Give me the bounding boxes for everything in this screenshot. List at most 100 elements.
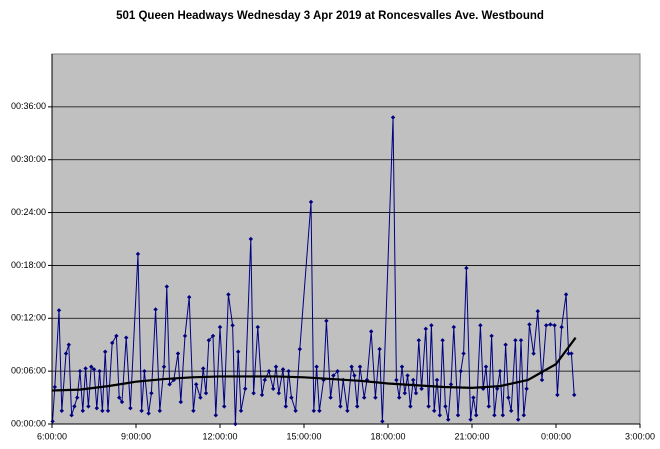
data-point bbox=[236, 349, 241, 354]
chart-title: 501 Queen Headways Wednesday 3 Apr 2019 … bbox=[116, 10, 544, 22]
data-point bbox=[297, 346, 302, 352]
y-tick-label: 00:30:00 bbox=[11, 154, 46, 164]
data-point bbox=[103, 349, 108, 354]
data-point bbox=[97, 368, 102, 374]
data-point bbox=[355, 404, 360, 409]
data-point bbox=[509, 408, 514, 413]
data-point bbox=[206, 338, 211, 343]
data-point bbox=[377, 346, 382, 352]
data-point bbox=[157, 408, 162, 413]
data-point bbox=[464, 265, 469, 271]
data-point bbox=[175, 351, 181, 356]
data-point bbox=[483, 364, 489, 369]
data-point bbox=[226, 292, 231, 297]
data-point bbox=[243, 386, 248, 391]
data-point bbox=[72, 404, 77, 409]
data-point bbox=[198, 395, 203, 400]
data-point bbox=[273, 364, 279, 369]
data-point bbox=[448, 382, 454, 387]
data-point bbox=[455, 412, 461, 418]
y-tick-label: 00:18:00 bbox=[11, 260, 46, 270]
data-point bbox=[314, 364, 319, 369]
data-point bbox=[458, 368, 463, 374]
y-tick-label: 00:24:00 bbox=[11, 207, 46, 217]
data-point bbox=[548, 322, 553, 327]
data-point bbox=[486, 404, 491, 409]
data-point bbox=[276, 390, 281, 396]
data-point bbox=[335, 368, 340, 374]
data-point bbox=[124, 335, 129, 340]
data-point bbox=[369, 329, 374, 334]
y-tick-label: 00:06:00 bbox=[11, 366, 46, 376]
data-point bbox=[357, 364, 363, 369]
data-point bbox=[495, 386, 500, 391]
data-point bbox=[566, 351, 571, 356]
data-point bbox=[518, 338, 524, 343]
data-point bbox=[461, 351, 466, 356]
data-point bbox=[86, 404, 91, 409]
data-point bbox=[213, 412, 218, 418]
data-point bbox=[194, 382, 199, 387]
data-point bbox=[527, 322, 532, 327]
data-point bbox=[222, 404, 227, 409]
data-point bbox=[230, 323, 235, 328]
data-point bbox=[324, 318, 329, 324]
data-point bbox=[167, 382, 172, 387]
x-tick-label: 0:00:00 bbox=[541, 431, 571, 441]
data-point bbox=[69, 412, 74, 418]
data-point bbox=[419, 386, 424, 391]
data-point bbox=[114, 333, 119, 339]
data-point bbox=[402, 390, 407, 396]
data-point bbox=[411, 377, 416, 383]
data-point bbox=[506, 395, 511, 400]
data-point bbox=[117, 395, 122, 400]
data-point bbox=[91, 367, 97, 372]
data-point bbox=[563, 292, 569, 297]
data-point bbox=[429, 323, 434, 328]
data-point bbox=[373, 395, 378, 400]
data-point bbox=[399, 364, 405, 369]
data-point bbox=[311, 408, 316, 413]
x-tick-label: 21:00:00 bbox=[454, 431, 489, 441]
data-point bbox=[59, 408, 64, 413]
data-point bbox=[266, 368, 272, 374]
data-point bbox=[380, 419, 385, 424]
data-point bbox=[210, 333, 216, 339]
data-point bbox=[100, 408, 105, 413]
data-point bbox=[182, 333, 188, 339]
trend-line bbox=[51, 337, 577, 392]
data-point bbox=[105, 408, 111, 413]
data-point bbox=[293, 408, 298, 413]
data-point bbox=[497, 368, 503, 374]
data-point bbox=[559, 324, 564, 330]
data-point bbox=[63, 351, 69, 356]
data-point bbox=[56, 308, 62, 313]
data-point bbox=[443, 404, 448, 409]
data-point bbox=[187, 294, 192, 300]
x-tick-label: 18:00:00 bbox=[370, 431, 405, 441]
data-point bbox=[259, 392, 265, 398]
data-point bbox=[478, 323, 483, 328]
data-point bbox=[149, 390, 154, 396]
x-tick-label: 3:00:00 bbox=[625, 431, 655, 441]
data-point bbox=[77, 368, 83, 374]
data-point bbox=[531, 351, 536, 356]
data-point bbox=[413, 390, 419, 396]
data-point bbox=[317, 408, 322, 413]
data-point bbox=[283, 404, 288, 409]
data-point bbox=[203, 390, 209, 396]
data-point bbox=[492, 412, 497, 418]
data-point bbox=[408, 404, 413, 409]
data-point bbox=[142, 368, 147, 374]
data-point bbox=[66, 342, 71, 347]
data-point bbox=[513, 338, 518, 343]
data-point bbox=[271, 386, 276, 391]
data-point bbox=[468, 417, 473, 422]
y-tick-label: 00:00:00 bbox=[11, 418, 46, 428]
data-point bbox=[262, 377, 267, 383]
data-point bbox=[521, 412, 526, 418]
data-point bbox=[437, 412, 442, 418]
data-point bbox=[331, 373, 336, 378]
data-point bbox=[191, 408, 196, 413]
